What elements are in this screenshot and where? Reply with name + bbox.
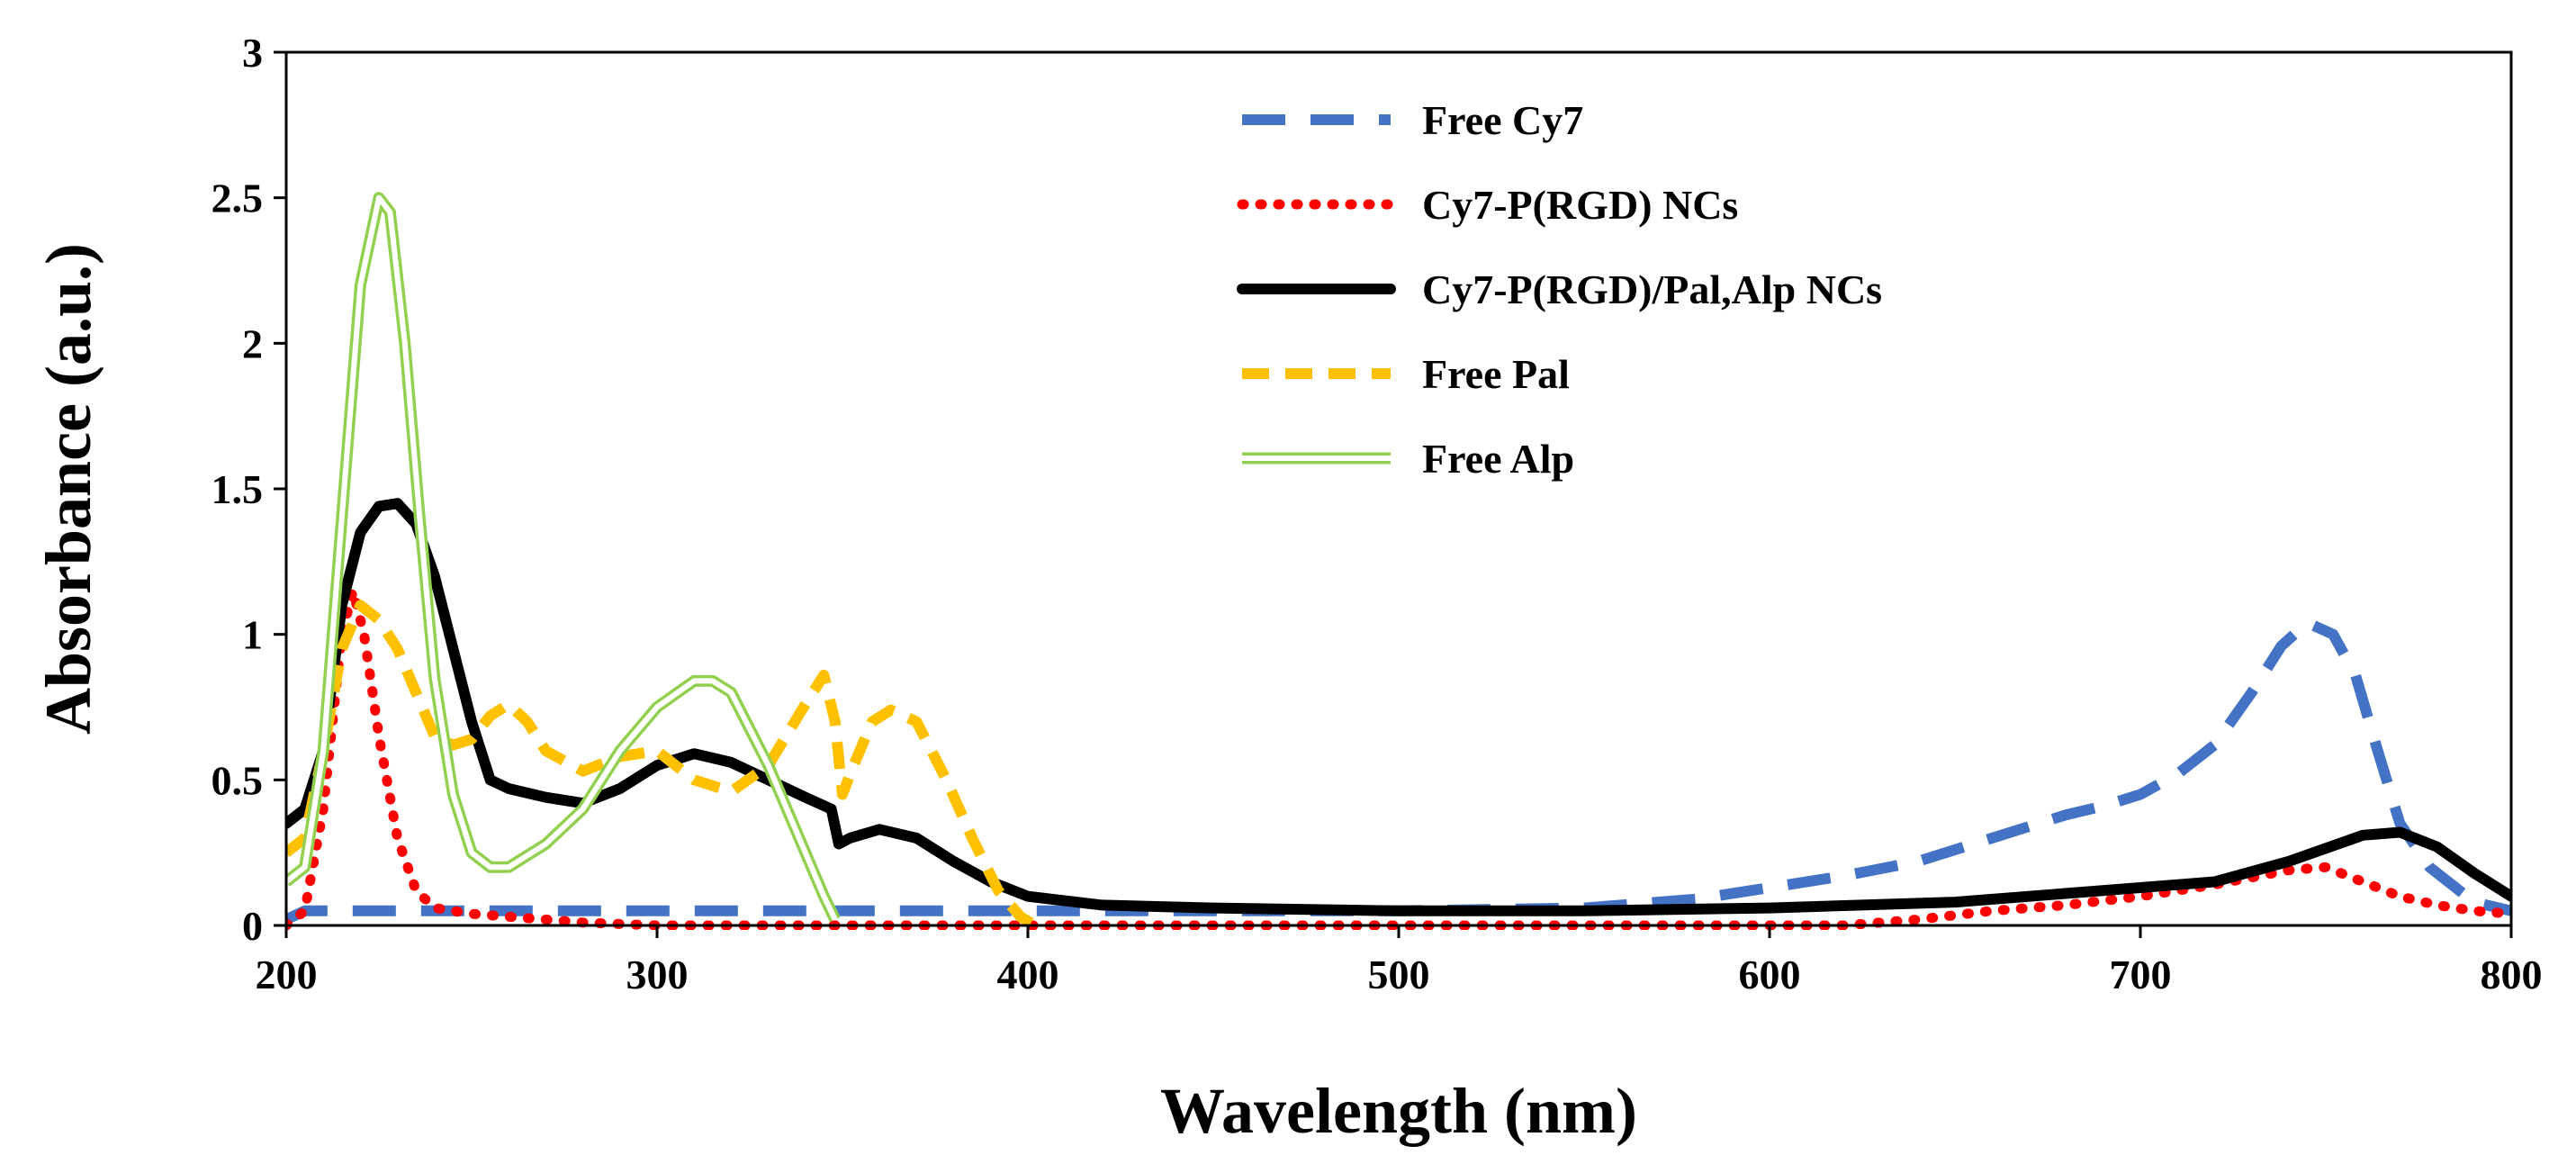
x-tick-label: 800	[2481, 952, 2543, 997]
series-line-inner	[286, 194, 838, 921]
y-tick-label: 1	[242, 612, 263, 658]
series-line	[286, 600, 1039, 930]
x-tick-label: 700	[2110, 952, 2172, 997]
legend-label: Free Pal	[1422, 351, 1570, 397]
x-tick-label: 300	[626, 952, 689, 997]
x-tick-label: 200	[256, 952, 318, 997]
x-axis-title: Wavelength (nm)	[1160, 1075, 1637, 1147]
legend-label: Free Cy7	[1422, 97, 1583, 143]
series-line	[286, 498, 2511, 916]
series-line	[286, 585, 2511, 930]
legend-item-free-cy7: Free Cy7	[1242, 97, 1583, 143]
series-free-pal	[286, 600, 1039, 930]
plot-lines	[286, 192, 2511, 930]
x-tick-label: 600	[1739, 952, 1801, 997]
legend-label: Cy7-P(RGD)/Pal,Alp NCs	[1422, 266, 1882, 312]
legend-item-cy7-p-rgd-ncs: Cy7-P(RGD) NCs	[1237, 182, 1738, 228]
y-tick-label: 3	[242, 30, 263, 76]
series-cy7-p-rgd-ncs	[286, 585, 2511, 930]
legend-label: Free Alp	[1422, 436, 1574, 482]
series-free-alp	[286, 192, 841, 923]
y-axis-title: Absorbance (a.u.)	[32, 243, 104, 735]
series-line	[286, 617, 2511, 925]
series-cy7-p-rgd-pal-alp-ncs	[286, 498, 2511, 916]
series-free-cy7	[286, 617, 2511, 925]
series-line-outer	[286, 192, 841, 923]
legend: Free Cy7 Cy7-P(RGD) NCs Cy7-P(RGD)/Pal,Alp…	[1237, 97, 1882, 482]
y-tick-label: 2.5	[212, 176, 264, 221]
x-tick-label: 400	[997, 952, 1059, 997]
y-tick-label: 2	[242, 320, 263, 366]
y-tick-label: 0	[242, 903, 263, 949]
plot-frame	[284, 50, 2513, 927]
legend-label: Cy7-P(RGD) NCs	[1422, 182, 1738, 228]
axes	[284, 50, 2513, 927]
x-tick-label: 500	[1368, 952, 1430, 997]
y-tick-label: 0.5	[212, 757, 264, 803]
y-tick-label: 1.5	[212, 466, 264, 512]
legend-item-free-pal: Free Pal	[1242, 351, 1570, 397]
legend-item-cy7-p-rgd-pal-alp-ncs: Cy7-P(RGD)/Pal,Alp NCs	[1237, 266, 1882, 312]
legend-item-free-alp: Free Alp	[1242, 436, 1574, 482]
ticks: 200 300 400 500 600 700 800 0 0.5 1 1.5 2 2.5 3	[212, 30, 2543, 997]
